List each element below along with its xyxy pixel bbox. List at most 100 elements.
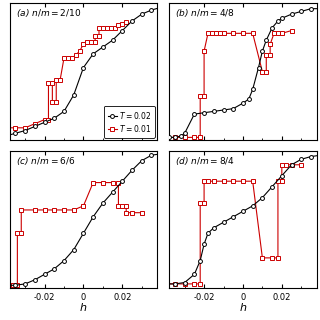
$T = 0.01$	[202, 201, 206, 205]
$T = 0.02$	[13, 283, 17, 287]
$T = 0.01$	[260, 70, 264, 74]
$T = 0.02$	[299, 157, 303, 161]
$T = 0.02$	[202, 242, 206, 246]
$T = 0.02$	[231, 107, 235, 110]
$T = 0.02$	[251, 204, 255, 208]
$T = 0.02$	[309, 7, 313, 11]
$T = 0.01$	[231, 31, 235, 35]
$T = 0.01$	[276, 31, 280, 35]
$T = 0.02$	[231, 215, 235, 219]
$T = 0.01$	[51, 81, 54, 84]
$T = 0.01$	[15, 283, 19, 287]
$T = 0.02$	[173, 282, 177, 286]
$T = 0.02$	[101, 45, 105, 49]
$T = 0.02$	[82, 66, 85, 69]
$T = 0.01$	[198, 94, 202, 98]
$T = 0.01$	[268, 53, 272, 57]
$T = 0.01$	[105, 26, 109, 30]
$T = 0.01$	[62, 208, 66, 212]
$T = 0.02$	[13, 131, 17, 135]
Line: $T = 0.02$: $T = 0.02$	[163, 153, 320, 286]
X-axis label: h: h	[80, 303, 87, 313]
$T = 0.02$	[23, 129, 27, 132]
$T = 0.02$	[319, 7, 320, 11]
Line: $T = 0.01$: $T = 0.01$	[163, 29, 293, 139]
$T = 0.01$	[299, 163, 303, 167]
$T = 0.01$	[43, 118, 46, 122]
$T = 0.02$	[140, 159, 144, 163]
$T = 0.01$	[241, 31, 245, 35]
$T = 0.02$	[222, 220, 226, 224]
X-axis label: h: h	[239, 303, 246, 313]
$T = 0.02$	[140, 12, 144, 16]
$T = 0.01$	[12, 283, 15, 287]
$T = 0.01$	[113, 26, 116, 30]
$T = 0.02$	[91, 215, 95, 219]
$T = 0.01$	[89, 40, 93, 44]
$T = 0.02$	[130, 19, 134, 23]
$T = 0.02$	[111, 38, 115, 42]
$T = 0.01$	[74, 53, 77, 57]
$T = 0.02$	[33, 124, 37, 128]
$T = 0.01$	[163, 282, 167, 286]
$T = 0.02$	[52, 116, 56, 120]
$T = 0.02$	[241, 209, 245, 213]
$T = 0.01$	[163, 135, 167, 139]
$T = 0.01$	[52, 208, 56, 212]
$T = 0.01$	[268, 42, 272, 46]
$T = 0.02$	[183, 281, 187, 284]
$T = 0.02$	[82, 231, 85, 235]
$T = 0.01$	[72, 208, 76, 212]
$T = 0.02$	[23, 282, 27, 286]
$T = 0.01$	[54, 78, 58, 82]
Line: $T = 0.02$: $T = 0.02$	[163, 7, 320, 139]
$T = 0.01$	[78, 49, 82, 53]
$T = 0.01$	[4, 126, 8, 130]
$T = 0.01$	[206, 179, 210, 183]
$T = 0.02$	[149, 153, 153, 157]
$T = 0.01$	[8, 283, 12, 287]
$T = 0.02$	[257, 66, 260, 69]
$T = 0.02$	[276, 19, 280, 23]
$T = 0.01$	[231, 179, 235, 183]
$T = 0.02$	[179, 134, 183, 138]
$T = 0.01$	[82, 42, 85, 46]
$T = 0.02$	[111, 190, 115, 194]
$T = 0.01$	[85, 40, 89, 44]
$T = 0.01$	[19, 208, 23, 212]
$T = 0.02$	[260, 49, 264, 53]
$T = 0.01$	[198, 282, 202, 286]
$T = 0.01$	[13, 126, 17, 130]
$T = 0.01$	[54, 100, 58, 104]
$T = 0.01$	[264, 70, 268, 74]
$T = 0.01$	[130, 211, 134, 215]
$T = 0.02$	[198, 259, 202, 262]
$T = 0.02$	[309, 155, 313, 158]
$T = 0.01$	[276, 179, 280, 183]
Line: $T = 0.02$: $T = 0.02$	[4, 5, 163, 138]
$T = 0.02$	[159, 5, 163, 9]
$T = 0.02$	[280, 174, 284, 178]
$T = 0.01$	[276, 256, 280, 260]
$T = 0.01$	[93, 40, 97, 44]
$T = 0.01$	[251, 179, 255, 183]
$T = 0.02$	[101, 201, 105, 205]
$T = 0.02$	[212, 226, 216, 230]
$T = 0.01$	[202, 179, 206, 183]
$T = 0.01$	[198, 135, 202, 139]
Text: (a) $n/m = 2/10$: (a) $n/m = 2/10$	[15, 7, 81, 19]
$T = 0.01$	[124, 20, 128, 24]
$T = 0.02$	[241, 101, 245, 105]
$T = 0.01$	[111, 181, 115, 185]
$T = 0.01$	[91, 181, 95, 185]
$T = 0.02$	[130, 168, 134, 172]
$T = 0.01$	[124, 204, 128, 208]
$T = 0.01$	[109, 26, 113, 30]
Legend: $T = 0.02$, $T = 0.01$: $T = 0.02$, $T = 0.01$	[104, 106, 155, 138]
$T = 0.01$	[43, 208, 46, 212]
$T = 0.01$	[19, 231, 23, 235]
$T = 0.02$	[72, 93, 76, 97]
Line: $T = 0.01$: $T = 0.01$	[4, 20, 128, 130]
$T = 0.02$	[149, 8, 153, 12]
$T = 0.01$	[93, 34, 97, 38]
